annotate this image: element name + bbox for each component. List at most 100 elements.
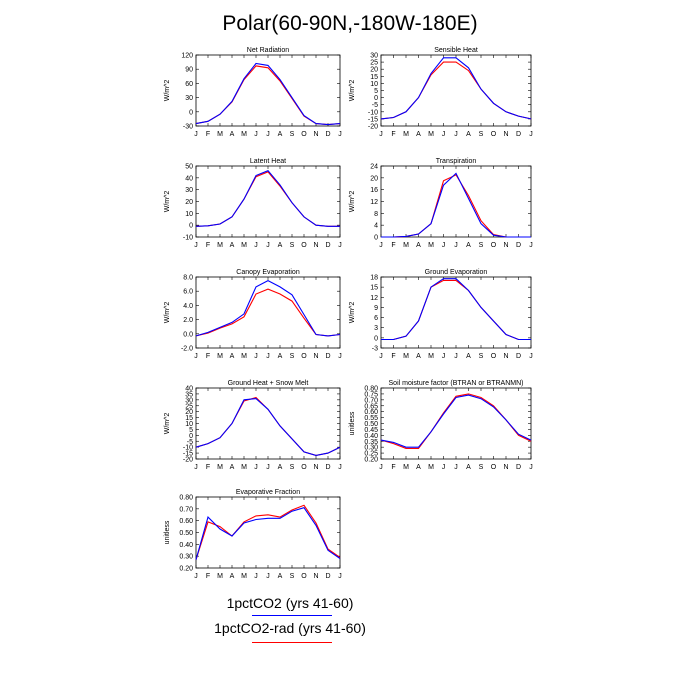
x-tick-label: D (516, 131, 521, 138)
y-tick-label: 20 (185, 199, 193, 206)
y-tick-label: 0.50 (179, 530, 193, 537)
y-tick-label: 0.45 (364, 427, 378, 434)
x-tick-label: A (230, 242, 235, 249)
y-tick-label: 0.75 (364, 391, 378, 398)
x-tick-label: J (254, 242, 258, 249)
x-tick-label: M (217, 464, 223, 471)
x-tick-label: D (516, 353, 521, 360)
y-tick-label: 0 (374, 335, 378, 342)
x-tick-label: J (254, 131, 258, 138)
x-tick-label: J (194, 131, 198, 138)
x-tick-label: N (503, 353, 508, 360)
y-tick-label: 30 (370, 53, 378, 60)
x-tick-label: J (529, 353, 533, 360)
legend-line-blue (252, 615, 332, 616)
x-tick-label: S (479, 464, 484, 471)
x-tick-label: D (325, 353, 330, 360)
x-tick-label: D (325, 464, 330, 471)
x-tick-label: J (338, 353, 342, 360)
x-tick-label: F (391, 242, 395, 249)
y-tick-label: -30 (183, 124, 193, 131)
y-tick-label: -20 (183, 457, 193, 464)
y-tick-label: 50 (185, 164, 193, 171)
x-tick-label: N (313, 573, 318, 580)
y-tick-label: 0.70 (179, 506, 193, 513)
legend-label-blue: 1pctCO2 (yrs 41-60) (226, 595, 354, 611)
y-tick-label: 6.0 (183, 289, 193, 296)
y-tick-label: 5 (374, 88, 378, 95)
y-tick-label: 0 (189, 109, 193, 116)
x-tick-label: N (313, 353, 318, 360)
y-tick-label: 30 (185, 95, 193, 102)
y-tick-label: 8.0 (183, 275, 193, 282)
x-tick-label: N (503, 242, 508, 249)
series-line-blue (380, 394, 532, 448)
x-tick-label: S (479, 242, 484, 249)
series-line-red (195, 504, 341, 560)
y-tick-label: 0 (374, 235, 378, 242)
x-tick-label: J (454, 353, 458, 360)
x-tick-label: O (301, 573, 307, 580)
x-tick-label: J (529, 242, 533, 249)
x-tick-label: J (194, 464, 198, 471)
y-axis-label: W/m^2 (164, 302, 171, 324)
series-line-red (195, 396, 341, 456)
x-tick-label: J (254, 573, 258, 580)
x-tick-label: A (230, 464, 235, 471)
chart-title: Ground Evaporation (425, 269, 488, 276)
chart-frame (195, 387, 341, 460)
x-tick-label: A (466, 464, 471, 471)
chart-title: Latent Heat (250, 158, 286, 165)
chart-frame (195, 496, 341, 569)
x-tick-label: A (278, 242, 283, 249)
x-tick-label: M (241, 573, 247, 580)
x-tick-label: M (428, 464, 434, 471)
y-axis-label: unitless (349, 411, 356, 435)
x-tick-label: O (301, 242, 307, 249)
y-tick-label: -2.0 (181, 346, 193, 353)
x-tick-label: M (241, 353, 247, 360)
y-tick-label: 0.35 (364, 439, 378, 446)
y-tick-label: 0.30 (179, 554, 193, 561)
x-tick-label: O (491, 131, 497, 138)
x-tick-label: A (416, 353, 421, 360)
legend-line-red (252, 642, 332, 643)
y-tick-label: -5 (372, 102, 378, 109)
y-tick-label: 0 (374, 95, 378, 102)
x-tick-label: J (338, 464, 342, 471)
y-tick-label: 0.80 (179, 495, 193, 502)
y-tick-label: 0.80 (364, 386, 378, 393)
series-line-red (380, 61, 532, 120)
x-tick-label: J (529, 131, 533, 138)
y-tick-label: -10 (183, 235, 193, 242)
y-tick-label: 0.30 (364, 445, 378, 452)
chart-title: Transpiration (436, 158, 477, 165)
y-tick-label: 10 (370, 81, 378, 88)
chart-frame (380, 165, 532, 238)
y-tick-label: -10 (183, 445, 193, 452)
y-tick-label: 40 (185, 175, 193, 182)
x-tick-label: O (491, 353, 497, 360)
x-tick-label: S (290, 353, 295, 360)
x-tick-label: A (278, 131, 283, 138)
series-line-blue (381, 172, 531, 238)
y-axis-label: W/m^2 (349, 80, 356, 102)
y-tick-label: -15 (183, 451, 193, 458)
x-tick-label: S (290, 573, 295, 580)
y-tick-label: 25 (185, 403, 193, 410)
y-tick-label: 15 (370, 74, 378, 81)
y-axis-label: W/m^2 (164, 80, 171, 102)
x-tick-label: F (391, 131, 395, 138)
x-tick-label: M (217, 353, 223, 360)
series-line-blue (195, 170, 340, 227)
x-tick-label: O (301, 464, 307, 471)
x-tick-label: M (241, 242, 247, 249)
x-tick-label: O (301, 131, 307, 138)
y-tick-label: 40 (185, 386, 193, 393)
x-tick-label: M (217, 573, 223, 580)
x-tick-label: F (206, 464, 210, 471)
